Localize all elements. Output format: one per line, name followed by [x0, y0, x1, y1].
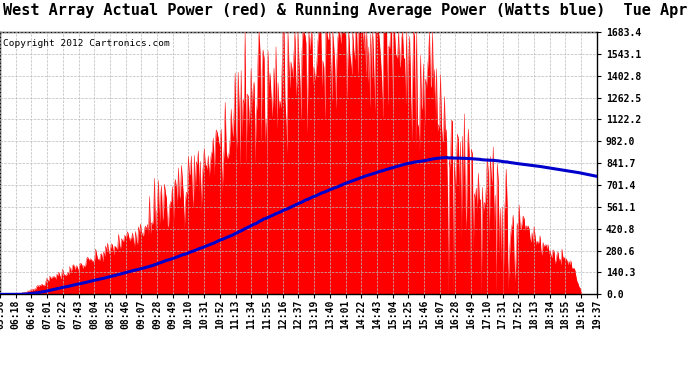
Text: West Array Actual Power (red) & Running Average Power (Watts blue)  Tue Apr 24 1: West Array Actual Power (red) & Running … — [3, 2, 690, 18]
Text: Copyright 2012 Cartronics.com: Copyright 2012 Cartronics.com — [3, 39, 170, 48]
